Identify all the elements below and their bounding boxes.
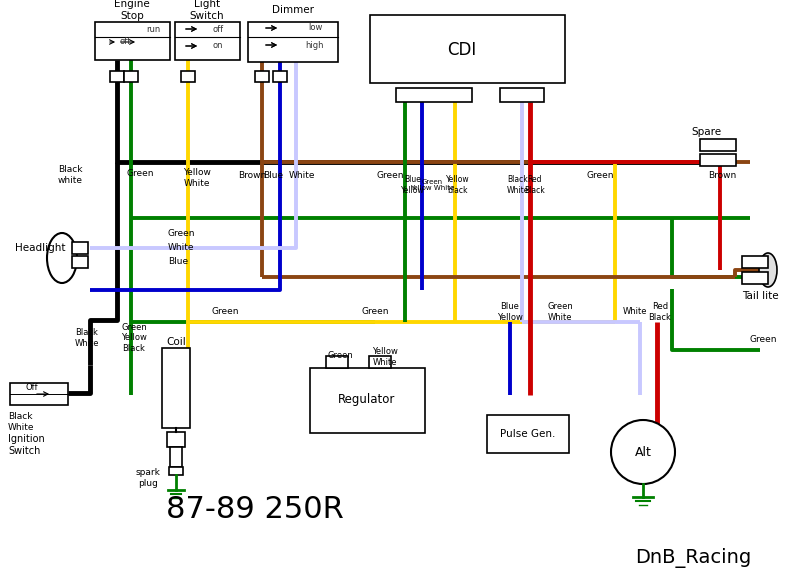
Text: Green: Green [126,169,153,177]
Text: Green: Green [327,351,353,359]
Bar [248,22,338,62]
Circle shape [611,420,675,484]
Text: off: off [119,37,130,46]
Bar [175,22,240,60]
Bar [742,272,768,284]
Ellipse shape [47,233,77,283]
Text: Coil: Coil [166,337,186,347]
Text: Tail lite: Tail lite [741,291,778,301]
Text: Red
Black: Red Black [649,302,671,321]
Ellipse shape [759,253,777,287]
Bar [310,368,425,433]
Text: Black
white: Black white [58,165,82,185]
Text: off: off [213,25,224,33]
Text: White: White [288,170,316,180]
Text: Ignition
Switch: Ignition Switch [8,434,45,456]
Text: Off: Off [25,383,38,393]
Bar [95,22,170,60]
Text: Red
Black: Red Black [525,175,546,195]
Bar [255,71,269,82]
Text: Green: Green [749,335,777,344]
Bar [700,139,736,151]
Bar [72,256,88,268]
Text: Yellow
black: Yellow black [446,175,470,195]
Text: Green
White: Green White [547,302,573,321]
Text: low: low [308,24,322,33]
Text: Black
White: Black White [507,175,529,195]
Text: Blue: Blue [263,170,283,180]
Bar [487,415,569,453]
Text: high: high [306,41,324,49]
Text: White: White [168,243,194,253]
Bar [72,242,88,254]
Text: Pulse Gen.: Pulse Gen. [500,429,555,439]
Text: Green: Green [586,170,614,180]
Bar [396,88,472,102]
Text: Yellow
White: Yellow White [183,168,211,188]
Text: Green
Yellow White: Green Yellow White [410,179,454,192]
Bar [162,348,190,428]
Bar [369,356,391,368]
Text: Brown: Brown [708,170,736,180]
Bar [10,383,68,405]
Bar [124,71,138,82]
Text: Green: Green [211,308,239,316]
Bar [500,88,544,102]
Bar [742,256,768,268]
Text: Green: Green [168,228,196,238]
Text: Headlight: Headlight [15,243,66,253]
Text: Blue
Yellow: Blue Yellow [401,175,425,195]
Bar [170,447,182,467]
Bar [273,71,287,82]
Bar [181,71,195,82]
Text: Black
White: Black White [8,412,34,432]
Text: Regulator: Regulator [338,394,396,406]
Text: Engine
Stop: Engine Stop [114,0,150,21]
Text: Blue: Blue [168,258,188,266]
Text: Spare: Spare [691,127,721,137]
Text: CDI: CDI [447,41,477,59]
Text: White: White [622,308,647,316]
Text: Brown: Brown [238,170,266,180]
Text: Green
Yellow
Black: Green Yellow Black [121,323,147,353]
Text: on: on [213,41,223,51]
Bar [167,432,185,447]
Text: Yellow
White: Yellow White [372,347,398,367]
Text: run: run [146,25,160,33]
Bar [700,154,736,166]
Text: Alt: Alt [634,445,651,459]
Text: Light
Switch: Light Switch [189,0,225,21]
Bar [326,356,348,368]
Bar [169,467,183,475]
Text: spark
plug: spark plug [136,468,161,488]
Text: Black
White: Black White [75,328,100,348]
Text: DnB_Racing: DnB_Racing [635,548,751,568]
Text: Green: Green [361,308,389,316]
Text: Blue
Yellow: Blue Yellow [497,302,523,321]
Bar [110,71,124,82]
Text: Green: Green [376,170,403,180]
Text: Dimmer: Dimmer [272,5,314,15]
Bar [370,15,565,83]
Text: 87-89 250R: 87-89 250R [166,495,344,525]
